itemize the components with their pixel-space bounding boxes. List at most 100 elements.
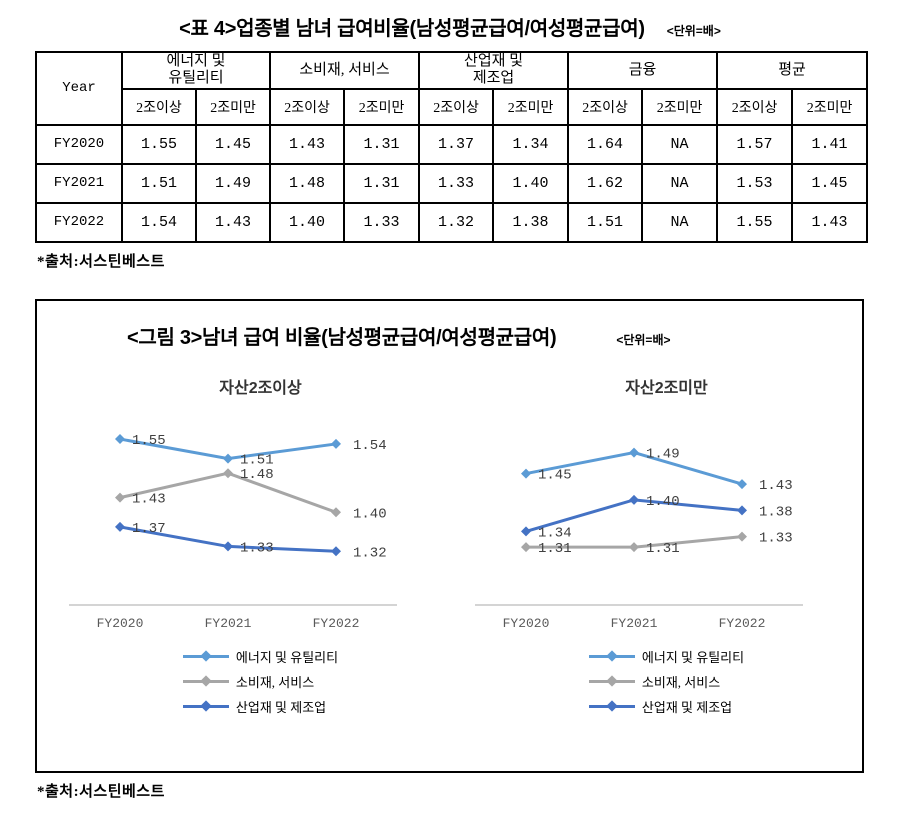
value-cell: 1.33 [418, 162, 495, 204]
data-point-marker-icon [629, 541, 639, 552]
table-unit-label: <단위=배> [666, 24, 721, 38]
table-header-sub: 2조미만 [791, 87, 869, 126]
value-cell: 1.62 [567, 162, 644, 204]
table-header-sub: 2조미만 [641, 87, 719, 126]
legend-line-icon [588, 649, 635, 662]
legend-label: 소비재, 서비스 [641, 674, 721, 690]
table-header-year: Year [35, 51, 123, 126]
charts-row: 자산2조이상 FY2020 FY2021 FY2022 1.55 1.51 1.54 1.4… [37, 366, 862, 719]
data-point-marker-icon [737, 531, 747, 542]
value-cell: 1.48 [269, 162, 346, 204]
legend-diamond-icon [606, 674, 618, 687]
legend-item: 에너지 및 유틸리티 [182, 644, 339, 669]
table-header-group: 산업재 및 제조업 [418, 51, 570, 90]
value-cell: 1.37 [418, 123, 495, 165]
value-cell: 1.43 [791, 201, 869, 243]
data-point-marker-icon [629, 447, 639, 458]
table-header-sub: 2조이상 [716, 87, 794, 126]
value-cell: 1.55 [121, 123, 197, 165]
value-cell: 1.31 [343, 123, 421, 165]
legend-label: 소비재, 서비스 [235, 674, 315, 690]
legend-line-icon [182, 649, 229, 662]
legend-label: 산업재 및 제조업 [641, 699, 733, 715]
table-title: <표 4>업종별 남녀 급여비율(남성평균급여/여성평균급여) [179, 18, 645, 40]
legend-item: 산업재 및 제조업 [182, 694, 338, 719]
value-cell: 1.45 [791, 162, 869, 204]
value-cell: 1.32 [418, 201, 495, 243]
report-page: <표 4>업종별 남녀 급여비율(남성평균급여/여성평균급여) <단위=배> Y… [0, 12, 900, 801]
legend-line-icon [182, 674, 229, 687]
year-cell: FY2021 [35, 162, 123, 204]
value-cell: 1.51 [567, 201, 644, 243]
data-point-marker-icon [331, 438, 341, 449]
data-label: 1.48 [240, 467, 274, 483]
table-title-row: <표 4>업종별 남녀 급여비율(남성평균급여/여성평균급여) <단위=배> [0, 12, 900, 41]
table-header-row-sub: 2조이상 2조미만 2조이상 2조미만 2조이상 2조미만 2조이상 2조미만 2조이상 2조미만 [36, 87, 869, 126]
table-header-row-groups: Year 에너지 및 유틸리티 소비재, 서비스 산업재 및 제조업 금융 평균 [35, 51, 869, 126]
table-header-sub: 2조미만 [343, 87, 421, 126]
table-row: FY2022 1.54 1.43 1.40 1.33 1.32 1.38 1.51 NA 1.55… [35, 201, 869, 243]
legend-diamond-icon [606, 699, 618, 712]
data-label: 1.43 [759, 478, 793, 494]
data-point-marker-icon [521, 525, 531, 536]
chart-title-over-2t: 자산2조이상 [219, 379, 302, 397]
table-header-sub: 2조이상 [418, 87, 495, 126]
data-label: 1.54 [353, 437, 387, 453]
chart-title-under-2t: 자산2조미만 [625, 379, 708, 397]
data-point-marker-icon [521, 541, 531, 552]
data-label: 1.31 [538, 541, 572, 557]
legend-item: 소비재, 서비스 [588, 669, 744, 694]
value-cell: 1.33 [343, 201, 421, 243]
x-axis-label: FY2021 [611, 616, 658, 631]
year-cell: FY2020 [35, 123, 123, 165]
salary-table-body: FY2020 1.55 1.45 1.43 1.31 1.37 1.34 1.64 NA 1.57… [35, 123, 869, 243]
legend-label: 에너지 및 유틸리티 [641, 649, 745, 665]
salary-table: Year 에너지 및 유틸리티 소비재, 서비스 산업재 및 제조업 금융 평균 2조이상 2… [35, 51, 869, 243]
data-label: 1.51 [240, 452, 274, 468]
legend-item: 에너지 및 유틸리티 [588, 644, 745, 669]
data-point-marker-icon [223, 540, 233, 551]
table-header-group: 에너지 및 유틸리티 [120, 51, 272, 90]
line-chart-over-2t: FY2020 FY2021 FY2022 1.55 1.51 1.54 1.43 1.48 1.… [69, 433, 397, 631]
chart-over-2t: 자산2조이상 FY2020 FY2021 FY2022 1.55 1.51 1.54 1.4… [65, 366, 456, 719]
value-cell: 1.49 [194, 162, 272, 204]
x-axis-label: FY2022 [313, 616, 360, 631]
value-cell: 1.64 [567, 123, 644, 165]
data-point-marker-icon [115, 433, 125, 444]
chart-under-2t: 자산2조미만 FY2020 FY2021 FY2022 1.45 1.49 1.43 1.3… [471, 366, 862, 719]
legend-diamond-icon [200, 649, 212, 662]
data-label: 1.45 [538, 467, 572, 483]
table-header-sub: 2조미만 [194, 87, 272, 126]
table-row: FY2020 1.55 1.45 1.43 1.31 1.37 1.34 1.64 NA 1.57… [35, 123, 869, 165]
legend-diamond-icon [200, 699, 212, 712]
value-cell: 1.57 [716, 123, 794, 165]
value-cell: 1.45 [194, 123, 272, 165]
figure-box: <그림 3>남녀 급여 비율(남성평균급여/여성평균급여) <단위=배> 자산2… [35, 298, 864, 773]
legend-label: 에너지 및 유틸리티 [235, 649, 339, 665]
data-point-marker-icon [331, 506, 341, 517]
value-cell: 1.51 [121, 162, 197, 204]
data-label: 1.55 [132, 433, 166, 449]
value-cell: NA [641, 123, 719, 165]
value-cell: 1.43 [269, 123, 346, 165]
table-source: *출처:서스틴베스트 [37, 253, 165, 270]
value-cell: NA [641, 201, 719, 243]
value-cell: 1.31 [343, 162, 421, 204]
legend-label: 산업재 및 제조업 [235, 699, 327, 715]
table-header-group: 금융 [567, 51, 719, 90]
x-axis-label: FY2021 [205, 616, 252, 631]
value-cell: 1.41 [791, 123, 869, 165]
legend-item: 산업재 및 제조업 [588, 694, 744, 719]
data-point-marker-icon [223, 467, 233, 478]
data-point-marker-icon [737, 504, 747, 515]
data-label: 1.40 [646, 493, 680, 509]
legend-item: 소비재, 서비스 [182, 669, 338, 694]
data-label: 1.33 [759, 530, 793, 546]
data-point-marker-icon [331, 545, 341, 556]
legend-line-icon [588, 699, 635, 712]
data-point-marker-icon [115, 492, 125, 503]
legend-diamond-icon [200, 674, 212, 687]
data-label: 1.49 [646, 446, 680, 462]
